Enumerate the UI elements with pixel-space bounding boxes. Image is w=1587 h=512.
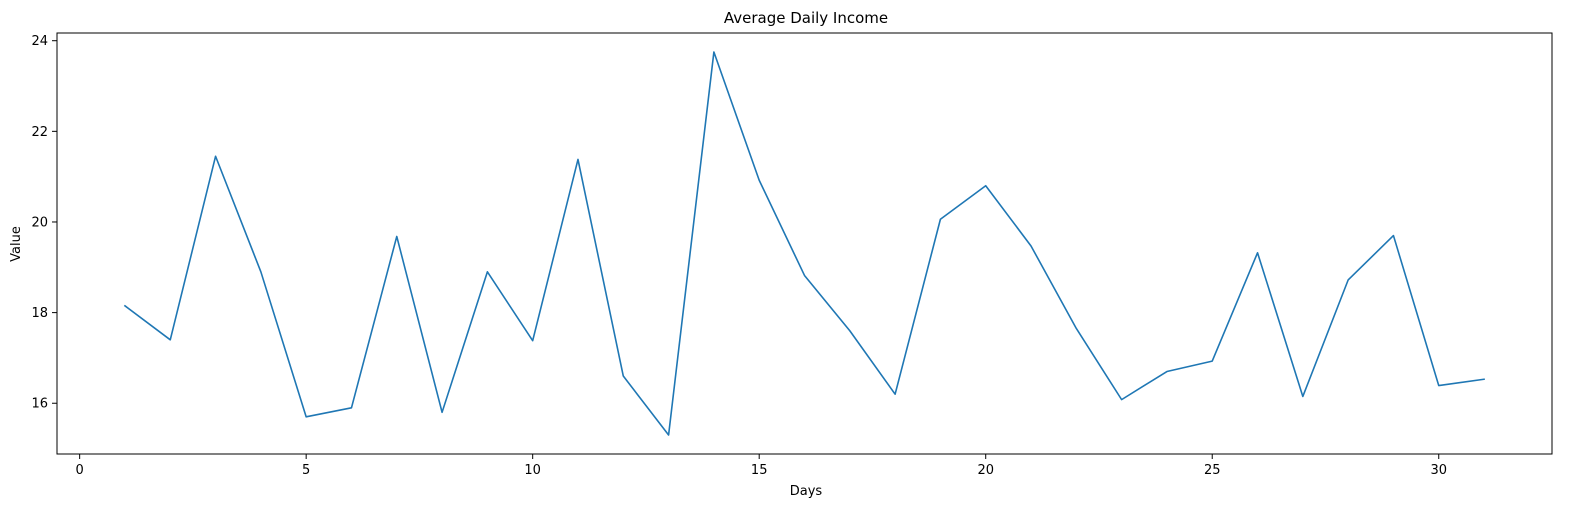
- y-tick-label: 18: [31, 306, 48, 321]
- y-axis: 16 18 20 22 24: [31, 34, 57, 412]
- x-tick-label: 15: [751, 463, 768, 478]
- x-tick-label: 5: [302, 463, 310, 478]
- plot-frame: [56, 32, 1553, 455]
- y-tick-label: 24: [31, 34, 48, 49]
- y-tick-label: 20: [31, 215, 48, 230]
- x-axis: 0 5 10 15 20 25 30: [76, 454, 1447, 478]
- x-axis-label: Days: [790, 484, 823, 499]
- x-tick-label: 25: [1204, 463, 1221, 478]
- x-tick-label: 20: [977, 463, 994, 478]
- y-tick-label: 16: [31, 397, 48, 412]
- x-tick-label: 10: [524, 463, 541, 478]
- chart-title: Average Daily Income: [724, 9, 888, 27]
- series-line: [123, 51, 1485, 436]
- y-axis-label: Value: [9, 226, 24, 262]
- plot-area: [123, 51, 1485, 436]
- x-tick-label: 0: [76, 463, 84, 478]
- y-tick-label: 22: [31, 125, 48, 140]
- x-tick-label: 30: [1430, 463, 1447, 478]
